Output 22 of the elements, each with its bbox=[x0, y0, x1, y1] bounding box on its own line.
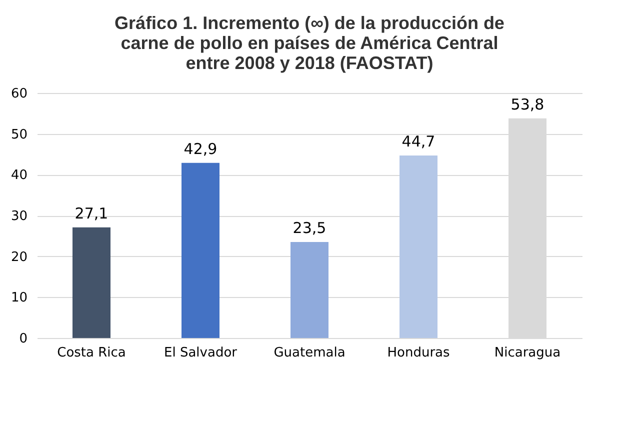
bar bbox=[182, 162, 220, 338]
y-tick-label: 30 bbox=[10, 209, 28, 224]
bar bbox=[290, 242, 328, 338]
bar bbox=[72, 227, 110, 338]
x-tick-label: Nicaragua bbox=[494, 346, 561, 360]
y-tick-label: 20 bbox=[10, 250, 28, 265]
x-tick-label: El Salvador bbox=[164, 346, 238, 360]
x-tick-label: Costa Rica bbox=[57, 346, 126, 360]
y-tick-label: 10 bbox=[10, 290, 28, 306]
bar bbox=[400, 155, 438, 338]
x-tick-label: Honduras bbox=[387, 346, 450, 360]
chart-title: Gráfico 1. Incremento (∞) de la producción de carne de pollo en países de América Central entre 2008 y 2018 (FAOSTAT) bbox=[114, 13, 504, 73]
y-tick-label: 50 bbox=[10, 127, 28, 142]
data-label: 23,5 bbox=[292, 219, 326, 238]
y-tick-label: 0 bbox=[19, 332, 28, 346]
y-tick-label: 40 bbox=[10, 168, 28, 184]
x-tick-label: Guatemala bbox=[274, 346, 346, 360]
data-label: 27,1 bbox=[74, 204, 108, 222]
data-label: 53,8 bbox=[510, 95, 544, 114]
data-label: 44,7 bbox=[402, 132, 436, 150]
data-label: 42,9 bbox=[184, 140, 218, 158]
y-tick-label: 60 bbox=[10, 86, 28, 102]
